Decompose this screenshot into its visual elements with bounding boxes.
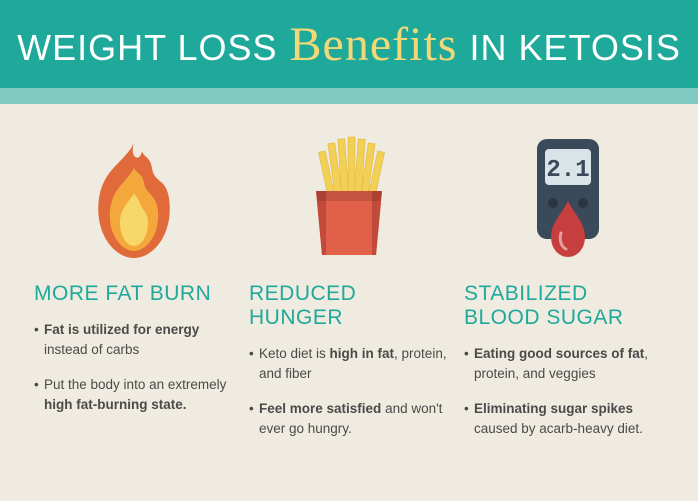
flame-icon xyxy=(34,128,234,268)
title-part-1: Weight Loss xyxy=(17,27,277,69)
columns-container: More Fat Burn Fat is utilized for energy… xyxy=(0,104,698,453)
col-title-3: Stabilized Blood Sugar xyxy=(464,282,664,330)
col-title-2: Reduced Hunger xyxy=(249,282,449,330)
bullet: Feel more satisfied and won't ever go hu… xyxy=(249,399,449,440)
title-script: Benefits xyxy=(290,17,458,72)
page-title: Weight Loss Benefits in Ketosis xyxy=(17,17,681,72)
column-hunger: Reduced Hunger Keto diet is high in fat,… xyxy=(249,128,449,453)
glucose-meter-icon: 2.1 xyxy=(464,128,664,268)
fries-icon xyxy=(249,128,449,268)
bullet: Eliminating sugar spikes caused by acarb… xyxy=(464,399,664,440)
column-fat-burn: More Fat Burn Fat is utilized for energy… xyxy=(34,128,234,453)
bullet: Keto diet is high in fat, protein, and f… xyxy=(249,344,449,385)
bullet: Put the body into an extremely high fat-… xyxy=(34,375,234,416)
col-title-1: More Fat Burn xyxy=(34,282,211,306)
header-bar: Weight Loss Benefits in Ketosis xyxy=(0,0,698,88)
bullet: Fat is utilized for energy instead of ca… xyxy=(34,320,234,361)
column-blood-sugar: 2.1 Stabilized Blood Sugar Eating good s… xyxy=(464,128,664,453)
sub-bar xyxy=(0,88,698,104)
title-part-2: in Ketosis xyxy=(469,27,680,69)
svg-text:2.1: 2.1 xyxy=(546,157,589,184)
bullet: Eating good sources of fat, protein, and… xyxy=(464,344,664,385)
